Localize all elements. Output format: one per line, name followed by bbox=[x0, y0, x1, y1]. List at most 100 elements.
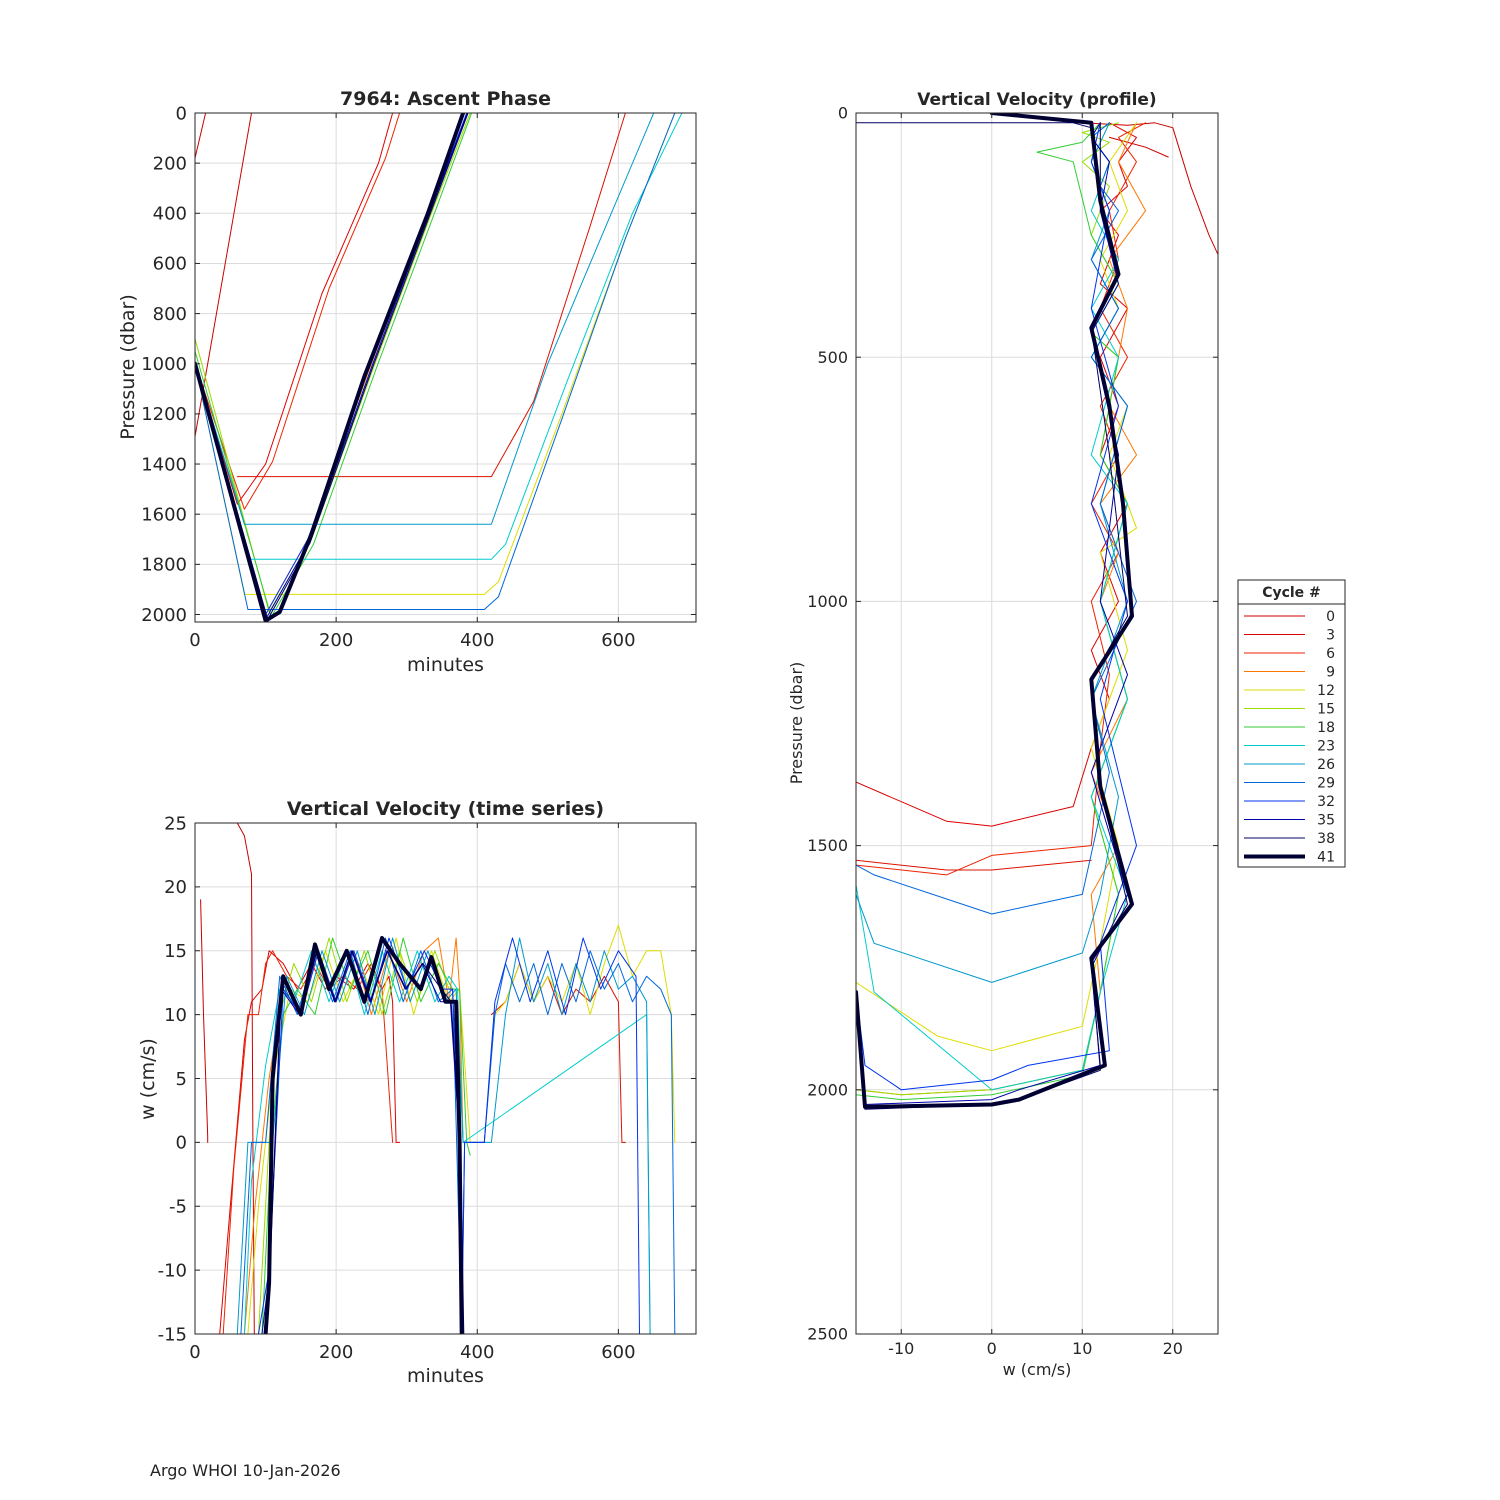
x-tick-label: 200 bbox=[319, 630, 353, 651]
legend-label-cycle-15: 15 bbox=[1317, 702, 1335, 718]
velocity-profile-chart: -10 0 10 20 0 500 1000 1500 2000 2500 Vertical Ve… bbox=[787, 90, 1219, 1379]
timeseries-series bbox=[200, 823, 676, 1334]
x-tick-label: 0 bbox=[189, 630, 200, 651]
legend-label-cycle-41: 41 bbox=[1317, 850, 1335, 866]
ascent-ticks: 0 200 400 600 0 200 400 600 800 1000 1200 1400 1600 1… bbox=[141, 103, 696, 651]
profile-plot-area bbox=[856, 113, 1218, 1334]
legend-label-cycle-38: 38 bbox=[1317, 831, 1335, 847]
series-line-cycle-6 bbox=[222, 950, 394, 1334]
series-line-cycle-29 bbox=[856, 122, 1137, 915]
y-tick-label: 10 bbox=[164, 1005, 187, 1026]
timeseries-ticks: 0 200 400 600 -15 -10 -5 0 5 10 15 20 25 bbox=[158, 813, 696, 1363]
y-tick-label: 2000 bbox=[807, 1080, 848, 1099]
y-tick-label: -15 bbox=[158, 1324, 187, 1345]
legend-entries: 0 3 6 9 12 15 18 23 26 29 32 35 38 41 bbox=[1244, 609, 1335, 866]
legend-label-cycle-26: 26 bbox=[1317, 757, 1335, 773]
series-line-cycle-41b bbox=[856, 122, 1092, 129]
ascent-ylabel: Pressure (dbar) bbox=[117, 294, 139, 440]
legend-label-cycle-6: 6 bbox=[1326, 646, 1335, 662]
series-line-cycle-3 bbox=[195, 113, 394, 505]
timeseries-ylabel: w (cm/s) bbox=[137, 1038, 159, 1120]
y-tick-label: 1800 bbox=[141, 555, 187, 576]
series-line-cycle-0 bbox=[200, 899, 209, 1143]
series-line-cycle-0b bbox=[236, 823, 255, 1334]
cycle-legend: Cycle # 0 3 6 9 12 15 18 23 26 29 32 35 38 41 bbox=[1237, 579, 1346, 868]
y-tick-label: 200 bbox=[153, 153, 187, 174]
series-line-cycle-26 bbox=[195, 113, 655, 525]
timeseries-xlabel: minutes bbox=[407, 1365, 484, 1387]
y-tick-label: 15 bbox=[164, 941, 187, 962]
x-tick-label: 600 bbox=[601, 1342, 635, 1363]
legend-label-cycle-18: 18 bbox=[1317, 720, 1335, 736]
profile-ticks: -10 0 10 20 0 500 1000 1500 2000 2500 bbox=[807, 104, 1218, 1358]
legend-label-cycle-0: 0 bbox=[1326, 609, 1335, 625]
series-line-cycle-6 bbox=[195, 113, 401, 510]
timeseries-title: Vertical Velocity (time series) bbox=[287, 798, 604, 820]
legend-label-cycle-32: 32 bbox=[1317, 794, 1335, 810]
y-tick-label: 800 bbox=[153, 304, 187, 325]
series-line-cycle-32 bbox=[856, 122, 1137, 1091]
legend-label-cycle-3: 3 bbox=[1326, 628, 1335, 644]
x-tick-label: 10 bbox=[1072, 1339, 1092, 1358]
y-tick-label: 1200 bbox=[141, 404, 187, 425]
profile-series bbox=[856, 113, 1218, 1110]
ascent-xlabel: minutes bbox=[407, 654, 484, 676]
profile-axes-box bbox=[855, 112, 1219, 1335]
y-tick-label: 2500 bbox=[807, 1325, 848, 1344]
y-tick-label: 5 bbox=[176, 1069, 187, 1090]
y-tick-label: 1000 bbox=[807, 592, 848, 611]
legend-title: Cycle # bbox=[1262, 585, 1321, 601]
series-line-cycle-12 bbox=[856, 122, 1137, 1052]
legend-label-cycle-12: 12 bbox=[1317, 683, 1335, 699]
series-line-cycle-41 bbox=[195, 113, 466, 622]
series-line-cycle-6b bbox=[236, 113, 626, 478]
series-line-cycle-26 bbox=[856, 122, 1128, 983]
x-tick-label: 20 bbox=[1163, 1339, 1183, 1358]
x-tick-label: 600 bbox=[601, 630, 635, 651]
y-tick-label: 1500 bbox=[807, 836, 848, 855]
ascent-series bbox=[195, 113, 683, 622]
legend-label-cycle-9: 9 bbox=[1326, 665, 1335, 681]
y-tick-label: 1600 bbox=[141, 504, 187, 525]
series-line-cycle-0 bbox=[1081, 122, 1218, 256]
y-tick-label: 0 bbox=[176, 1133, 187, 1154]
x-tick-label: 0 bbox=[189, 1342, 200, 1363]
x-tick-label: 400 bbox=[460, 630, 494, 651]
y-tick-label: 2000 bbox=[141, 605, 187, 626]
series-line-cycle-6b bbox=[856, 859, 1092, 871]
y-tick-label: 1400 bbox=[141, 454, 187, 475]
series-line-cycle-41 bbox=[856, 113, 1134, 1109]
y-tick-label: 1000 bbox=[141, 354, 187, 375]
velocity-timeseries-chart: 0 200 400 600 -15 -10 -5 0 5 10 15 20 25 Vertical Ve… bbox=[137, 798, 697, 1387]
y-tick-label: 25 bbox=[164, 813, 187, 834]
x-tick-label: 0 bbox=[987, 1339, 997, 1358]
y-tick-label: 0 bbox=[838, 104, 848, 123]
series-line-cycle-35 bbox=[856, 122, 1128, 1105]
footer-credit: Argo WHOI 10-Jan-2026 bbox=[150, 1461, 341, 1480]
y-tick-label: 0 bbox=[176, 103, 187, 124]
ascent-phase-chart: 0 200 400 600 0 200 400 600 800 1000 1200 1400 1600 1… bbox=[117, 88, 697, 676]
x-tick-label: -10 bbox=[888, 1339, 914, 1358]
legend-label-cycle-23: 23 bbox=[1317, 739, 1335, 755]
legend-label-cycle-29: 29 bbox=[1317, 776, 1335, 792]
y-tick-label: -5 bbox=[169, 1197, 187, 1218]
y-tick-label: -10 bbox=[158, 1260, 187, 1281]
series-line-cycle-6 bbox=[856, 122, 1147, 876]
series-line-cycle-0b bbox=[195, 113, 207, 159]
y-tick-label: 20 bbox=[164, 877, 187, 898]
profile-ylabel: Pressure (dbar) bbox=[787, 662, 806, 785]
series-line-cycle-41 bbox=[263, 936, 464, 1334]
ascent-plot-area bbox=[195, 113, 696, 622]
ascent-axes-box bbox=[194, 112, 697, 623]
series-line-cycle-29 bbox=[195, 113, 676, 610]
legend-label-cycle-35: 35 bbox=[1317, 813, 1335, 829]
ascent-title: 7964: Ascent Phase bbox=[340, 88, 551, 110]
y-tick-label: 500 bbox=[817, 348, 848, 367]
y-tick-label: 400 bbox=[153, 204, 187, 225]
series-line-cycle-18 bbox=[195, 113, 473, 618]
x-tick-label: 400 bbox=[460, 1342, 494, 1363]
y-tick-label: 600 bbox=[153, 254, 187, 275]
x-tick-label: 200 bbox=[319, 1342, 353, 1363]
profile-xlabel: w (cm/s) bbox=[1003, 1360, 1072, 1379]
